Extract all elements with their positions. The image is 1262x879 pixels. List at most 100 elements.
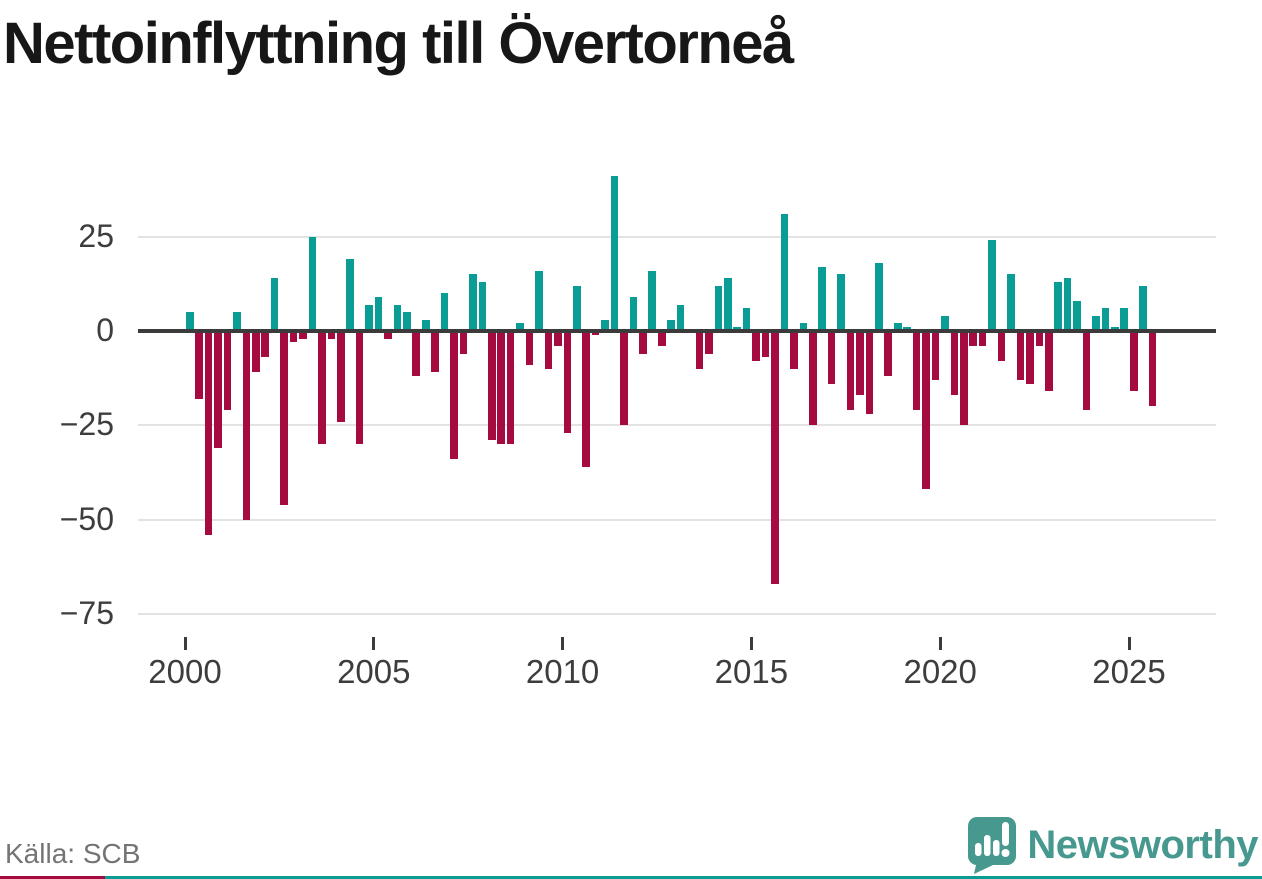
bar-positive — [374, 297, 383, 331]
bar-negative — [884, 331, 893, 377]
x-axis-tick — [938, 637, 942, 650]
bar-negative — [544, 331, 553, 369]
bar-positive — [270, 278, 279, 331]
x-axis-label: 2015 — [714, 653, 789, 690]
bar-positive — [1054, 281, 1062, 331]
bar-positive — [346, 259, 354, 331]
bar-positive — [988, 240, 996, 331]
bar-negative — [327, 331, 336, 339]
bar-positive — [535, 270, 543, 331]
bar-negative — [497, 331, 506, 445]
bar-negative — [299, 331, 307, 339]
bar-negative — [280, 331, 288, 505]
y-axis-label: 0 — [96, 312, 114, 348]
bar-negative — [752, 331, 760, 362]
bar-negative — [525, 331, 534, 365]
bar-negative — [252, 331, 260, 373]
x-axis-tick — [749, 637, 753, 650]
bar-negative — [997, 331, 1006, 362]
bar-negative — [969, 331, 978, 347]
bar-negative — [336, 331, 345, 422]
bar-positive — [365, 304, 373, 331]
bar-negative — [195, 331, 203, 399]
zero-axis-line — [138, 329, 1216, 333]
bar-negative — [912, 331, 921, 411]
bar-positive — [818, 266, 826, 331]
y-axis-label: −50 — [59, 500, 114, 537]
bar-positive — [403, 312, 411, 331]
bar-negative — [488, 331, 496, 441]
bar-negative — [384, 331, 392, 339]
bar-positive — [308, 236, 317, 331]
bar-negative — [289, 331, 298, 343]
bar-positive — [1120, 308, 1129, 331]
bar-negative — [412, 331, 421, 377]
bar-negative — [856, 331, 864, 396]
bar-negative — [1082, 331, 1091, 411]
bar-positive — [601, 319, 609, 331]
bar-negative — [639, 331, 647, 354]
bar-positive — [780, 214, 789, 331]
source-label: Källa: SCB — [5, 838, 141, 869]
y-axis-label: −75 — [59, 594, 114, 631]
bar-negative — [204, 331, 213, 535]
bar-negative — [261, 331, 270, 358]
y-axis-label: −25 — [59, 406, 114, 443]
bar-positive — [875, 263, 883, 331]
bar-negative — [582, 331, 590, 467]
bar-negative — [695, 331, 704, 369]
x-axis-tick — [183, 637, 187, 650]
gridline — [138, 612, 1216, 615]
bar-positive — [393, 304, 402, 331]
bar-negative — [554, 331, 562, 347]
bar-negative — [1129, 331, 1138, 392]
bar-positive — [941, 315, 949, 331]
bar-negative — [931, 331, 940, 381]
bar-positive — [185, 312, 194, 331]
newsworthy-logo-icon — [968, 817, 1017, 874]
bar-positive — [676, 304, 685, 331]
bar-positive — [742, 308, 751, 331]
gridline — [138, 424, 1216, 427]
bar-negative — [865, 331, 874, 414]
bar-negative — [950, 331, 959, 396]
bar-positive — [629, 297, 638, 331]
bar-negative — [1044, 331, 1053, 392]
gridline — [138, 518, 1216, 521]
bar-negative — [506, 331, 515, 445]
bar-negative — [450, 331, 458, 460]
bar-positive — [667, 319, 675, 331]
bar-negative — [771, 331, 779, 584]
gridline — [138, 235, 1216, 238]
newsworthy-logo-text: Newsworthy — [1027, 822, 1258, 867]
bar-positive — [724, 278, 732, 331]
bar-negative — [355, 331, 364, 445]
bar-positive — [610, 176, 619, 331]
bar-negative — [827, 331, 836, 384]
x-axis-tick — [1127, 637, 1131, 650]
y-axis-label: 25 — [78, 217, 114, 254]
bar-positive — [1007, 274, 1015, 331]
bar-positive — [1073, 300, 1081, 331]
bar-positive — [572, 285, 581, 331]
x-axis-tick — [561, 637, 565, 650]
x-axis-label: 2010 — [525, 653, 600, 690]
bar-negative — [657, 331, 666, 347]
bar-negative — [620, 331, 628, 426]
bar-negative — [978, 331, 987, 347]
bar-negative — [808, 331, 817, 426]
bar-positive — [469, 274, 477, 331]
bar-negative — [318, 331, 326, 445]
bar-negative — [1016, 331, 1025, 381]
bar-positive — [714, 285, 723, 331]
bar-positive — [1092, 315, 1100, 331]
bar-negative — [922, 331, 930, 490]
footer-strip-right — [105, 876, 1262, 879]
bar-negative — [459, 331, 468, 354]
bar-positive — [478, 281, 487, 331]
x-axis-label: 2000 — [148, 653, 222, 690]
bar-negative — [960, 331, 968, 426]
bar-positive — [421, 319, 430, 331]
